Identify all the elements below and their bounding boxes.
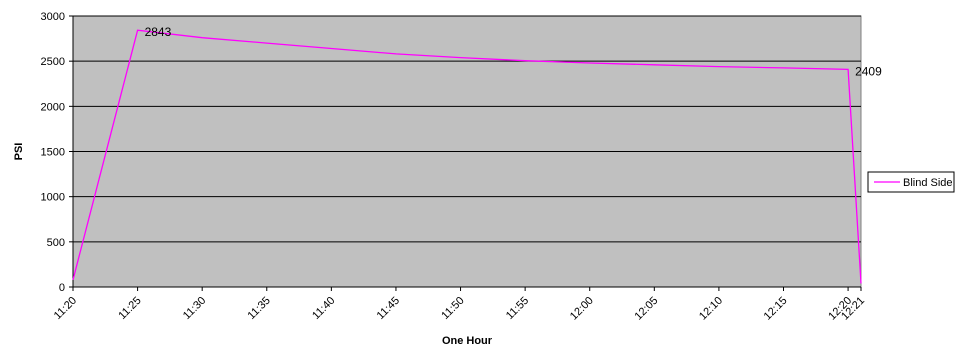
legend-box bbox=[867, 171, 955, 193]
x-tick-label: 11:20 bbox=[52, 295, 79, 322]
y-tick-label: 1500 bbox=[41, 147, 65, 159]
x-tick-label: 11:45 bbox=[375, 295, 402, 322]
y-tick-label: 2500 bbox=[41, 56, 65, 68]
x-tick-label: 12:15 bbox=[762, 295, 790, 323]
x-tick-label: 11:55 bbox=[504, 295, 531, 322]
legend-label: Blind Side bbox=[903, 177, 953, 189]
series-layer bbox=[72, 29, 862, 284]
y-tick-label: 2000 bbox=[41, 101, 65, 113]
series-line bbox=[72, 29, 862, 284]
x-tick-label: 11:40 bbox=[310, 295, 337, 322]
legend: Blind Side bbox=[867, 171, 955, 193]
y-axis-ticks: 0 500 1000 1500 2000 2500 3000 bbox=[41, 11, 73, 294]
data-label: 2843 bbox=[145, 25, 172, 39]
x-tick-label: 12:10 bbox=[697, 295, 725, 323]
y-tick-label: 0 bbox=[59, 282, 65, 294]
x-tick-label: 11:35 bbox=[246, 295, 273, 322]
x-tick-label: 11:25 bbox=[116, 295, 143, 322]
data-labels: 2843 2409 bbox=[145, 25, 883, 78]
y-tick-label: 3000 bbox=[41, 11, 65, 23]
x-tick-label: 12:05 bbox=[632, 295, 660, 323]
y-tick-label: 500 bbox=[47, 237, 65, 249]
x-axis-title: One Hour bbox=[442, 335, 493, 347]
data-label: 2409 bbox=[855, 64, 882, 78]
y-tick-label: 1000 bbox=[41, 192, 65, 204]
gridlines bbox=[72, 15, 861, 288]
x-tick-label: 11:30 bbox=[181, 295, 208, 322]
x-tick-label: 11:50 bbox=[439, 295, 466, 322]
x-axis-ticks: 11:20 11:25 11:30 11:35 11:40 11:45 11:50 11:55… bbox=[52, 287, 867, 323]
x-tick-label: 12:00 bbox=[568, 295, 596, 323]
y-axis-title: PSI bbox=[13, 143, 25, 161]
